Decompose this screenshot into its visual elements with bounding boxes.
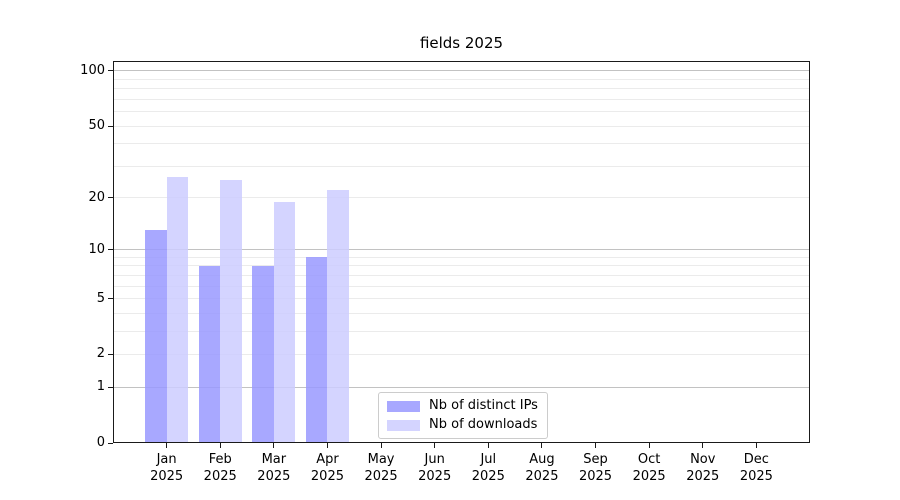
gridline-minor bbox=[113, 88, 810, 90]
x-tick-label: Jul 2025 bbox=[471, 452, 505, 484]
x-tick-mark bbox=[219, 443, 221, 448]
x-tick-label: Dec 2025 bbox=[739, 452, 773, 484]
x-tick-label: Apr 2025 bbox=[310, 452, 344, 484]
plot-area-border bbox=[113, 61, 810, 443]
x-tick-mark bbox=[434, 443, 436, 448]
bar-downloads-apr bbox=[327, 190, 350, 443]
x-tick-mark bbox=[595, 443, 597, 448]
gridline-minor bbox=[113, 256, 810, 258]
x-tick-mark bbox=[541, 443, 543, 448]
legend-item-distinct-ips: Nb of distinct IPs bbox=[387, 398, 538, 414]
y-tick-mark bbox=[108, 197, 113, 199]
gridline-minor bbox=[113, 197, 810, 199]
chart-title: fields 2025 bbox=[419, 34, 504, 52]
x-tick-label: Feb 2025 bbox=[203, 452, 237, 484]
x-tick-label: Mar 2025 bbox=[257, 452, 291, 484]
x-tick-mark bbox=[273, 443, 275, 448]
gridline-major bbox=[113, 386, 810, 388]
y-tick-label: 20 bbox=[88, 189, 105, 205]
gridline-minor bbox=[113, 143, 810, 145]
gridline-minor bbox=[113, 98, 810, 100]
bar-distinct-ips-jan bbox=[145, 230, 167, 443]
y-tick-label: 50 bbox=[88, 118, 105, 134]
x-tick-label: Jun 2025 bbox=[418, 452, 452, 484]
gridline-minor bbox=[113, 165, 810, 167]
gridline-major bbox=[113, 70, 810, 72]
gridline-minor bbox=[113, 78, 810, 80]
y-tick-mark bbox=[108, 125, 113, 127]
x-tick-mark bbox=[648, 443, 650, 448]
gridline-minor bbox=[113, 330, 810, 332]
y-tick-mark bbox=[108, 70, 113, 72]
x-tick-label: Aug 2025 bbox=[525, 452, 559, 484]
x-tick-mark bbox=[702, 443, 704, 448]
x-tick-label: May 2025 bbox=[364, 452, 398, 484]
bar-downloads-jan bbox=[166, 177, 189, 443]
y-tick-mark bbox=[108, 353, 113, 355]
gridline-minor bbox=[113, 274, 810, 276]
y-tick-label: 100 bbox=[80, 62, 105, 78]
y-tick-mark bbox=[108, 386, 113, 388]
legend-label-distinct-ips: Nb of distinct IPs bbox=[429, 398, 538, 413]
bar-downloads-feb bbox=[220, 180, 242, 443]
y-tick-mark bbox=[108, 298, 113, 300]
gridline-minor bbox=[113, 298, 810, 300]
bar-downloads-mar bbox=[273, 201, 296, 443]
bar-distinct-ips-mar bbox=[252, 265, 274, 443]
legend-swatch-downloads bbox=[387, 419, 420, 431]
x-tick-label: Sep 2025 bbox=[578, 452, 613, 484]
y-tick-mark bbox=[108, 249, 113, 251]
gridline-minor bbox=[113, 312, 810, 314]
legend: Nb of distinct IPs Nb of downloads bbox=[378, 392, 548, 439]
x-tick-mark bbox=[326, 443, 328, 448]
gridline-minor bbox=[113, 125, 810, 127]
bar-distinct-ips-feb bbox=[198, 265, 221, 443]
x-tick-mark bbox=[166, 443, 168, 448]
x-tick-label: Oct 2025 bbox=[632, 452, 666, 484]
bar-distinct-ips-apr bbox=[305, 257, 328, 443]
legend-label-downloads: Nb of downloads bbox=[429, 417, 538, 432]
x-tick-mark bbox=[380, 443, 382, 448]
y-tick-label: 1 bbox=[96, 379, 105, 395]
x-tick-mark bbox=[487, 443, 489, 448]
x-tick-label: Jan 2025 bbox=[150, 452, 184, 484]
legend-swatch-distinct-ips bbox=[387, 400, 420, 412]
y-tick-label: 5 bbox=[96, 290, 105, 306]
gridline-minor bbox=[113, 353, 810, 355]
x-tick-mark bbox=[755, 443, 757, 448]
y-tick-label: 10 bbox=[88, 241, 105, 257]
gridline-major bbox=[113, 249, 810, 251]
y-tick-label: 2 bbox=[96, 346, 105, 362]
y-tick-mark bbox=[108, 442, 113, 444]
gridline-minor bbox=[113, 111, 810, 113]
gridline-minor bbox=[113, 265, 810, 267]
legend-item-downloads: Nb of downloads bbox=[387, 417, 538, 433]
x-tick-label: Nov 2025 bbox=[686, 452, 720, 484]
gridline-minor bbox=[113, 285, 810, 287]
y-tick-label: 0 bbox=[96, 435, 105, 450]
